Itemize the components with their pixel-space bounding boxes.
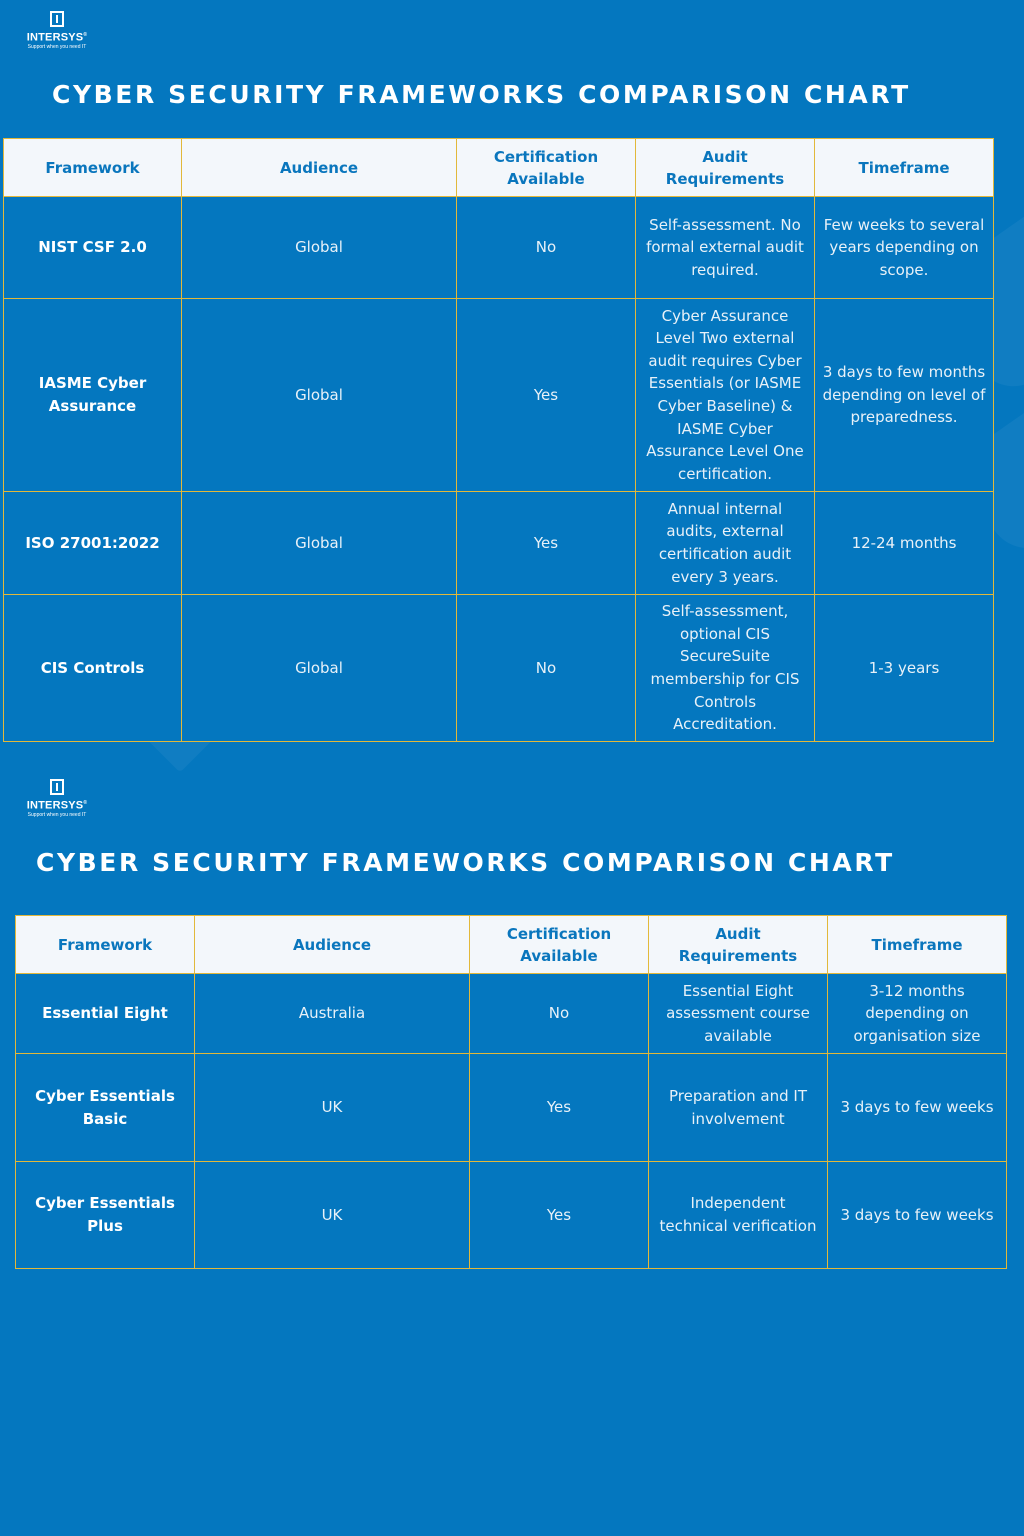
table-row: Essential Eight Australia No Essential E… [15, 973, 1007, 1054]
column-header-framework: Framework [15, 915, 195, 974]
intersys-logo-icon [50, 779, 64, 795]
page-title: CYBER SECURITY FRAMEWORKS COMPARISON CHA… [36, 848, 895, 877]
framework-cell: NIST CSF 2.0 [3, 196, 182, 299]
audience-cell: Australia [194, 973, 470, 1054]
audit-cell: Annual internal audits, external certifi… [635, 491, 815, 595]
framework-cell: Cyber Essentials Plus [15, 1161, 195, 1269]
certification-cell: No [456, 196, 636, 299]
audit-cell: Cyber Assurance Level Two external audit… [635, 298, 815, 492]
frameworks-table-2: Framework Audience Certification Availab… [15, 915, 1007, 1269]
audit-cell: Self-assessment, optional CIS SecureSuit… [635, 594, 815, 742]
table-header-row: Framework Audience Certification Availab… [3, 138, 994, 197]
timeframe-cell: 3 days to few weeks [827, 1053, 1007, 1162]
intersys-logo-icon [50, 11, 64, 27]
timeframe-cell: 1-3 years [814, 594, 994, 742]
timeframe-cell: 3 days to few weeks [827, 1161, 1007, 1269]
table-row: CIS Controls Global No Self-assessment, … [3, 594, 994, 742]
brand-logo: INTERSYS® Support when you need IT [12, 779, 102, 818]
certification-cell: No [469, 973, 649, 1054]
column-header-framework: Framework [3, 138, 182, 197]
audit-cell: Independent technical verification [648, 1161, 828, 1269]
certification-cell: No [456, 594, 636, 742]
timeframe-cell: 3-12 months depending on organisation si… [827, 973, 1007, 1054]
brand-tagline: Support when you need IT [27, 43, 87, 50]
column-header-timeframe: Timeframe [814, 138, 994, 197]
framework-cell: ISO 27001:2022 [3, 491, 182, 595]
frameworks-table-1: Framework Audience Certification Availab… [3, 138, 994, 742]
table-row: IASME Cyber Assurance Global Yes Cyber A… [3, 298, 994, 492]
column-header-audience: Audience [181, 138, 457, 197]
page-title: CYBER SECURITY FRAMEWORKS COMPARISON CHA… [52, 80, 911, 109]
table-row: Cyber Essentials Basic UK Yes Preparatio… [15, 1053, 1007, 1162]
audience-cell: Global [181, 594, 457, 742]
framework-cell: CIS Controls [3, 594, 182, 742]
column-header-audit: Audit Requirements [635, 138, 815, 197]
framework-cell: Essential Eight [15, 973, 195, 1054]
audit-cell: Essential Eight assessment course availa… [648, 973, 828, 1054]
audit-cell: Preparation and IT involvement [648, 1053, 828, 1162]
framework-cell: IASME Cyber Assurance [3, 298, 182, 492]
certification-cell: Yes [469, 1161, 649, 1269]
certification-cell: Yes [456, 298, 636, 492]
audience-cell: UK [194, 1161, 470, 1269]
audience-cell: Global [181, 196, 457, 299]
column-header-audit: Audit Requirements [648, 915, 828, 974]
audience-cell: Global [181, 298, 457, 492]
column-header-timeframe: Timeframe [827, 915, 1007, 974]
brand-logo: INTERSYS® Support when you need IT [12, 11, 102, 50]
table-row: Cyber Essentials Plus UK Yes Independent… [15, 1161, 1007, 1269]
brand-name: INTERSYS® [26, 31, 88, 44]
audience-cell: UK [194, 1053, 470, 1162]
table-row: ISO 27001:2022 Global Yes Annual interna… [3, 491, 994, 595]
column-header-certification: Certification Available [469, 915, 649, 974]
certification-cell: Yes [456, 491, 636, 595]
table-header-row: Framework Audience Certification Availab… [15, 915, 1007, 974]
brand-tagline: Support when you need IT [27, 811, 87, 818]
table-row: NIST CSF 2.0 Global No Self-assessment. … [3, 196, 994, 299]
timeframe-cell: 3 days to few months depending on level … [814, 298, 994, 492]
audit-cell: Self-assessment. No formal external audi… [635, 196, 815, 299]
column-header-audience: Audience [194, 915, 470, 974]
brand-name: INTERSYS® [26, 799, 88, 812]
certification-cell: Yes [469, 1053, 649, 1162]
audience-cell: Global [181, 491, 457, 595]
timeframe-cell: 12-24 months [814, 491, 994, 595]
timeframe-cell: Few weeks to several years depending on … [814, 196, 994, 299]
column-header-certification: Certification Available [456, 138, 636, 197]
framework-cell: Cyber Essentials Basic [15, 1053, 195, 1162]
